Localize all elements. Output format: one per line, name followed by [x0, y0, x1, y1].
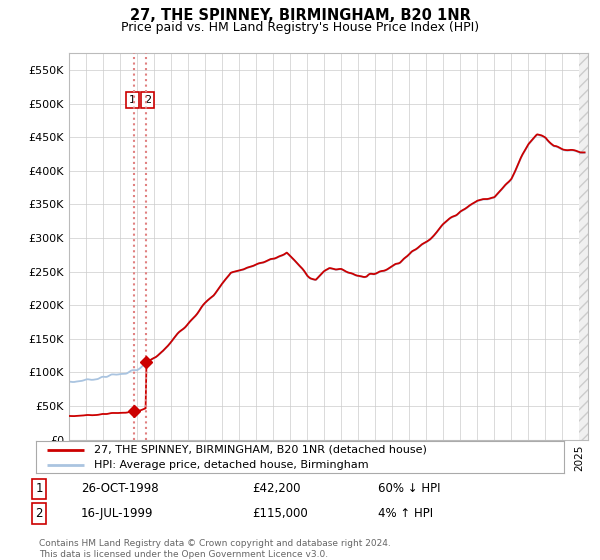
Text: HPI: Average price, detached house, Birmingham: HPI: Average price, detached house, Birm…: [94, 460, 369, 470]
Text: 1: 1: [35, 482, 43, 496]
Text: £42,200: £42,200: [252, 482, 301, 496]
Text: 27, THE SPINNEY, BIRMINGHAM, B20 1NR (detached house): 27, THE SPINNEY, BIRMINGHAM, B20 1NR (de…: [94, 445, 427, 455]
Text: 27, THE SPINNEY, BIRMINGHAM, B20 1NR: 27, THE SPINNEY, BIRMINGHAM, B20 1NR: [130, 8, 470, 24]
Text: 2: 2: [35, 507, 43, 520]
Text: 60% ↓ HPI: 60% ↓ HPI: [378, 482, 440, 496]
Text: Price paid vs. HM Land Registry's House Price Index (HPI): Price paid vs. HM Land Registry's House …: [121, 21, 479, 34]
Text: £115,000: £115,000: [252, 507, 308, 520]
Polygon shape: [580, 53, 588, 440]
Text: 1: 1: [129, 95, 136, 105]
Text: Contains HM Land Registry data © Crown copyright and database right 2024.
This d: Contains HM Land Registry data © Crown c…: [39, 539, 391, 559]
Text: 16-JUL-1999: 16-JUL-1999: [81, 507, 154, 520]
Text: 4% ↑ HPI: 4% ↑ HPI: [378, 507, 433, 520]
Text: 2: 2: [144, 95, 151, 105]
Text: 26-OCT-1998: 26-OCT-1998: [81, 482, 158, 496]
